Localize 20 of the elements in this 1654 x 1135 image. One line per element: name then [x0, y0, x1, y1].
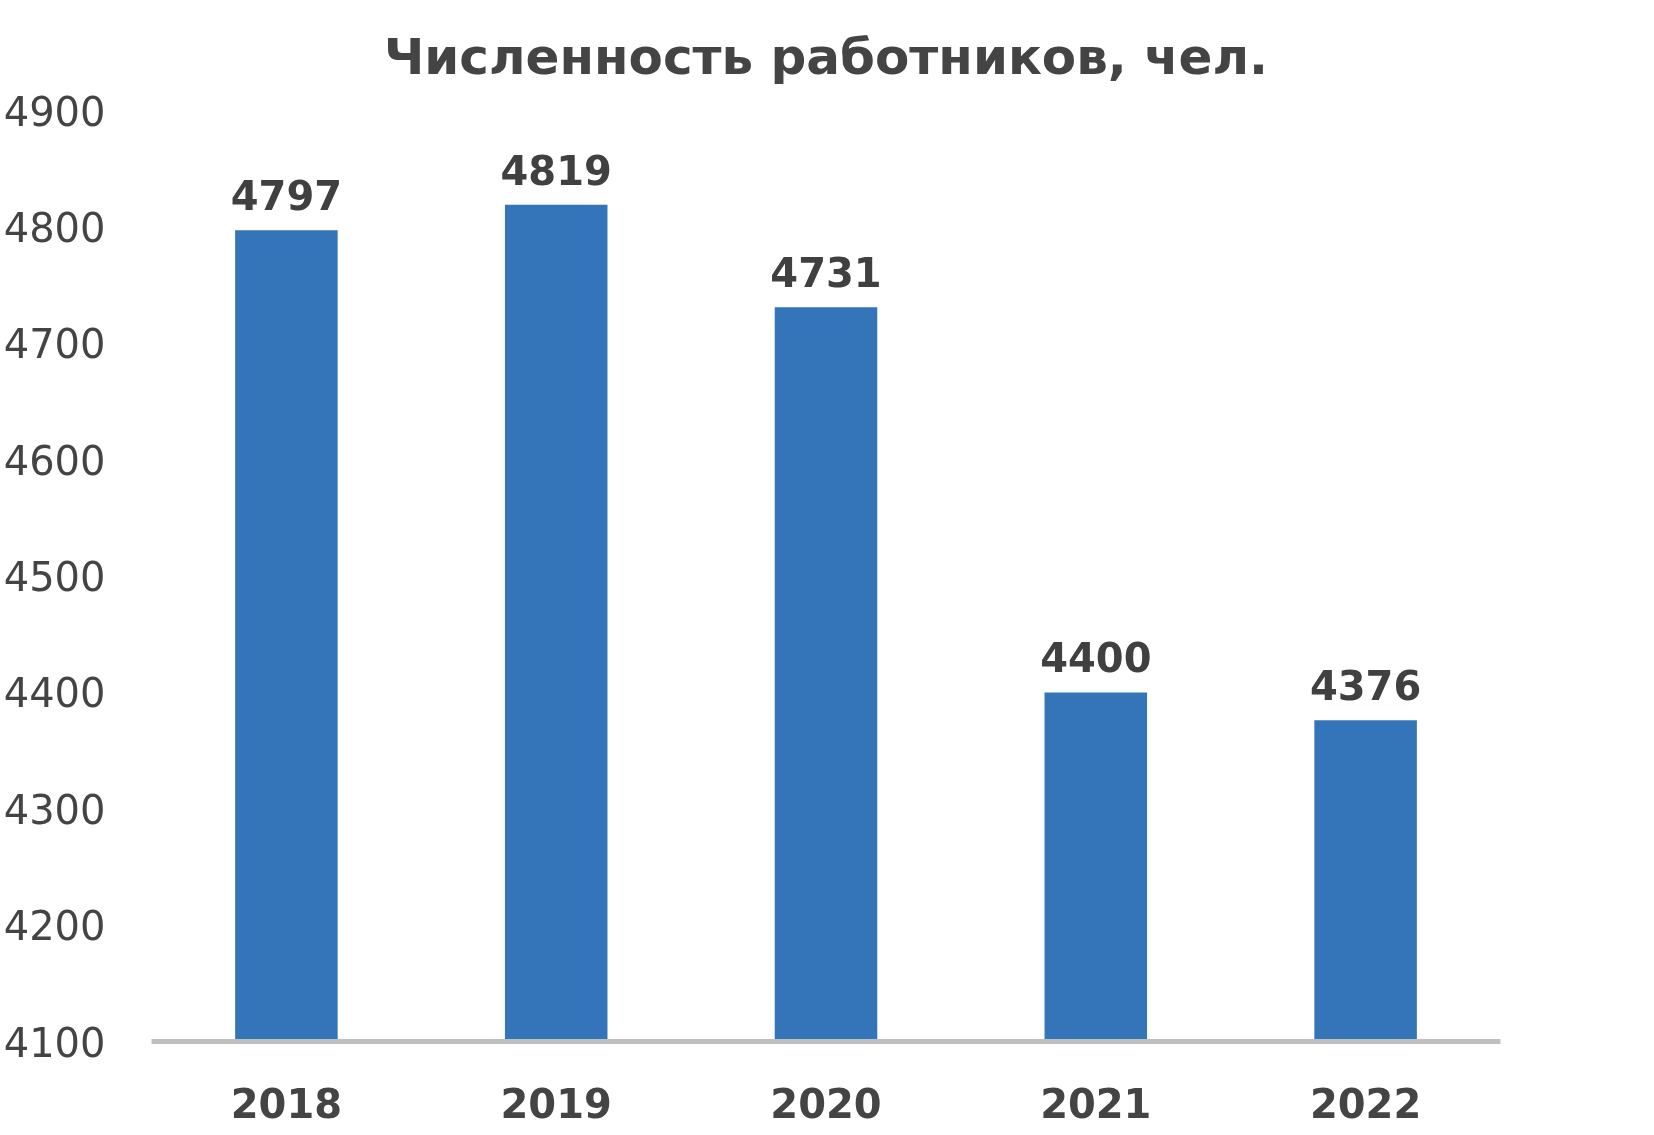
- y-tick-label: 4600: [3, 437, 106, 484]
- y-tick-label: 4100: [3, 1019, 106, 1066]
- chart-title: Численность работников, чел.: [383, 27, 1269, 86]
- y-tick-label: 4700: [3, 321, 106, 368]
- y-tick-label: 4300: [3, 786, 106, 833]
- y-tick-label: 4500: [3, 554, 106, 600]
- data-label: 4400: [1040, 635, 1152, 682]
- data-label: 4731: [770, 250, 882, 297]
- x-tick-label: 2018: [230, 1080, 343, 1127]
- x-tick-label: 2019: [500, 1080, 612, 1127]
- data-label: 4376: [1309, 663, 1422, 710]
- x-tick-label: 2021: [1040, 1080, 1152, 1127]
- x-tick-label: 2022: [1309, 1080, 1422, 1127]
- y-tick-label: 4400: [3, 670, 106, 717]
- data-label: 4819: [500, 147, 612, 194]
- y-tick-label: 4800: [3, 204, 106, 251]
- x-tick-label: 2020: [770, 1080, 882, 1127]
- y-tick-label: 4200: [3, 903, 106, 950]
- y-tick-label: 4900: [3, 88, 106, 135]
- data-label: 4797: [230, 173, 343, 220]
